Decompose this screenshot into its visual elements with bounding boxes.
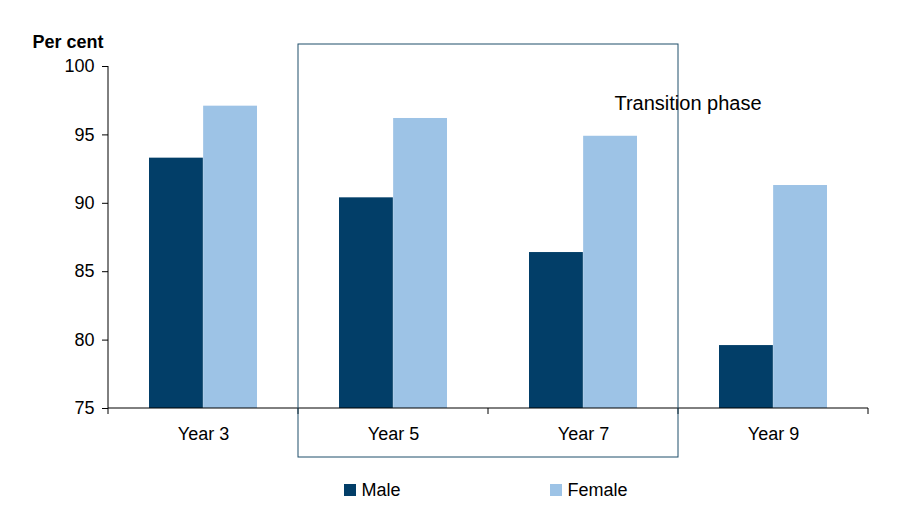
svg-text:95: 95 — [74, 125, 94, 145]
svg-text:75: 75 — [74, 398, 94, 418]
svg-text:80: 80 — [74, 330, 94, 350]
svg-text:100: 100 — [64, 56, 94, 76]
svg-text:Per cent: Per cent — [32, 32, 103, 52]
html-text:Male: Male — [361, 479, 401, 500]
svg-text:85: 85 — [74, 261, 94, 281]
svg-text:Year 9: Year 9 — [748, 424, 799, 444]
svg-text:Year 3: Year 3 — [178, 424, 229, 444]
svg-text:Year 5: Year 5 — [368, 424, 419, 444]
svg-text:Transition phase: Transition phase — [614, 92, 761, 114]
html-text:Female: Female — [567, 479, 628, 500]
svg-text:90: 90 — [74, 193, 94, 213]
svg-text:Year 7: Year 7 — [558, 424, 609, 444]
